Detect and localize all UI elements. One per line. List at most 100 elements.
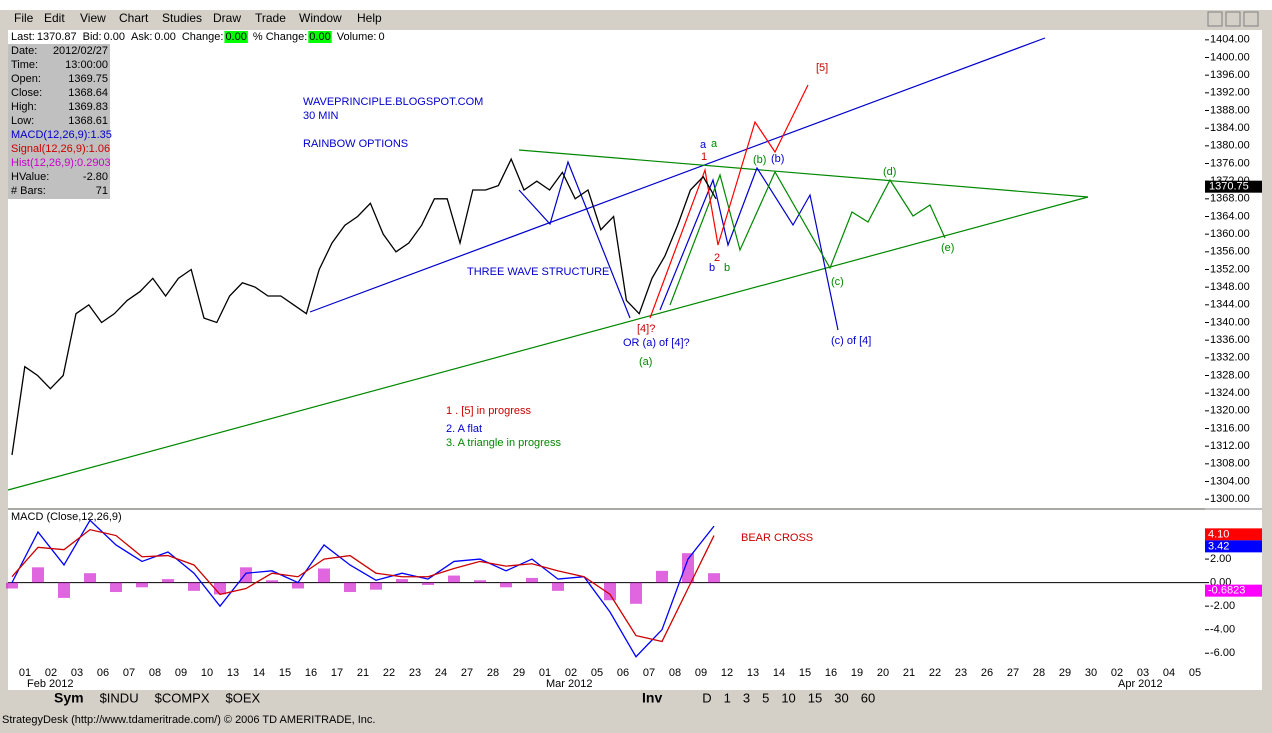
restore[interactable]	[1225, 11, 1241, 27]
menu-item[interactable]: Chart	[119, 11, 149, 25]
x-tick-label: 21	[903, 667, 915, 679]
x-tick-label: 05	[1189, 667, 1201, 679]
x-tick-label: 23	[955, 667, 967, 679]
symbol-tab[interactable]: $INDU	[100, 690, 139, 705]
price-axis	[1205, 30, 1262, 665]
histogram-bar	[136, 582, 148, 588]
y-tick-label: 1368.00	[1210, 193, 1250, 205]
annotation: (b)	[771, 153, 784, 165]
info-highlight	[224, 31, 248, 43]
menu-item[interactable]: Studies	[162, 11, 202, 25]
histogram-bar	[344, 582, 356, 593]
annotation: 3. A triangle in progress	[446, 437, 561, 449]
price-pane	[8, 30, 1205, 508]
x-tick-label: 29	[513, 667, 525, 679]
panel-value: 71	[96, 185, 108, 197]
price-line	[11, 157, 717, 456]
panel-value: 1369.75	[68, 73, 108, 85]
wave-green	[669, 170, 946, 306]
date-axis	[8, 665, 1262, 690]
y-tick-label: 1364.00	[1210, 210, 1250, 222]
annotation: WAVEPRINCIPLE.BLOGSPOT.COM	[303, 96, 483, 108]
period-tab[interactable]: 10	[781, 690, 795, 705]
panel-value: 1369.83	[68, 101, 108, 113]
panel-label: Signal(12,26,9):1.06	[11, 143, 110, 155]
period-tab[interactable]: 60	[861, 690, 875, 705]
x-tick-label: 14	[253, 667, 265, 679]
x-tick-label: 26	[981, 667, 993, 679]
histogram-bar	[6, 582, 18, 589]
menu-item[interactable]: Help	[357, 11, 382, 25]
x-tick-label: 07	[643, 667, 655, 679]
period-tab[interactable]: D	[702, 690, 711, 705]
triangle-top	[518, 149, 1089, 198]
symbol-tab[interactable]: $OEX	[226, 690, 261, 705]
last-price-box	[1205, 180, 1262, 193]
histogram-bar	[162, 579, 174, 583]
y-tick-label: 1384.00	[1210, 122, 1250, 134]
info-label: Ask:	[131, 31, 152, 43]
menu-bar	[0, 10, 1272, 29]
y-tick-label: 1344.00	[1210, 299, 1250, 311]
period-tab[interactable]: 1	[724, 690, 731, 705]
panel-value: 1368.61	[68, 115, 108, 127]
symbol-tab[interactable]: Sym	[54, 690, 84, 706]
annotation: (c)	[831, 276, 844, 288]
side-label: 4.10	[1208, 528, 1229, 540]
status-text: StrategyDesk (http://www.tdameritrade.co…	[2, 714, 375, 726]
period-tab[interactable]: 30	[834, 690, 848, 705]
panel-value: 1368.64	[68, 87, 108, 99]
histogram-bar	[708, 573, 720, 583]
x-tick-label: 07	[123, 667, 135, 679]
period-tab[interactable]: 3	[743, 690, 750, 705]
x-tick-label: 06	[97, 667, 109, 679]
symbol-tab[interactable]: $COMPX	[155, 690, 210, 705]
panel-label: Hist(12,26,9):0.2903	[11, 157, 111, 169]
panel-label: Open:	[11, 73, 41, 85]
menu-item[interactable]: Edit	[44, 11, 65, 25]
menu-item[interactable]: Trade	[255, 11, 286, 25]
wave-overlay	[7, 37, 1089, 491]
y-tick-label: 1352.00	[1210, 263, 1250, 275]
panel-value: 2012/02/27	[53, 45, 108, 57]
period-tab[interactable]: Inv	[642, 690, 662, 706]
histogram-bar	[318, 568, 330, 583]
x-tick-label: 01	[539, 667, 551, 679]
period-tab[interactable]: 15	[808, 690, 822, 705]
x-tick-label: 29	[1059, 667, 1071, 679]
panel-label: Date:	[11, 45, 37, 57]
histogram-bar	[526, 577, 538, 583]
menu-item[interactable]: View	[80, 11, 106, 25]
x-tick-label: 10	[201, 667, 213, 679]
channel-line	[309, 37, 1046, 313]
y-tick-label: 1396.00	[1210, 69, 1250, 81]
x-tick-label: 09	[175, 667, 187, 679]
top-strip	[0, 0, 1272, 10]
panel-label: HValue:	[11, 171, 49, 183]
histogram-bar	[214, 582, 226, 595]
wave-red	[649, 84, 809, 319]
menu-item[interactable]: Draw	[213, 11, 241, 25]
y-tick-label: 1360.00	[1210, 228, 1250, 240]
close[interactable]	[1243, 11, 1259, 27]
histogram-bar	[422, 582, 434, 585]
period-tab[interactable]: 5	[762, 690, 769, 705]
histogram-bar	[682, 553, 694, 583]
annotation: RAINBOW OPTIONS	[303, 138, 408, 150]
annotation: 1 . [5] in progress	[446, 405, 531, 417]
y-tick-label: 1308.00	[1210, 458, 1250, 470]
y-tick-label: 1312.00	[1210, 440, 1250, 452]
panel-label: Low:	[11, 115, 34, 127]
y-tick-label: 1376.00	[1210, 157, 1250, 169]
histogram-bar	[240, 567, 252, 583]
x-tick-label: 02	[1111, 667, 1123, 679]
panel-value: 13:00:00	[65, 59, 108, 71]
menu-item[interactable]: Window	[299, 11, 342, 25]
minimize[interactable]	[1207, 11, 1223, 27]
info-panel	[8, 44, 110, 199]
info-value: 0.00	[309, 31, 330, 43]
y-tick-label: 1348.00	[1210, 281, 1250, 293]
menu-item[interactable]: File	[14, 11, 34, 25]
x-tick-label: 23	[409, 667, 421, 679]
